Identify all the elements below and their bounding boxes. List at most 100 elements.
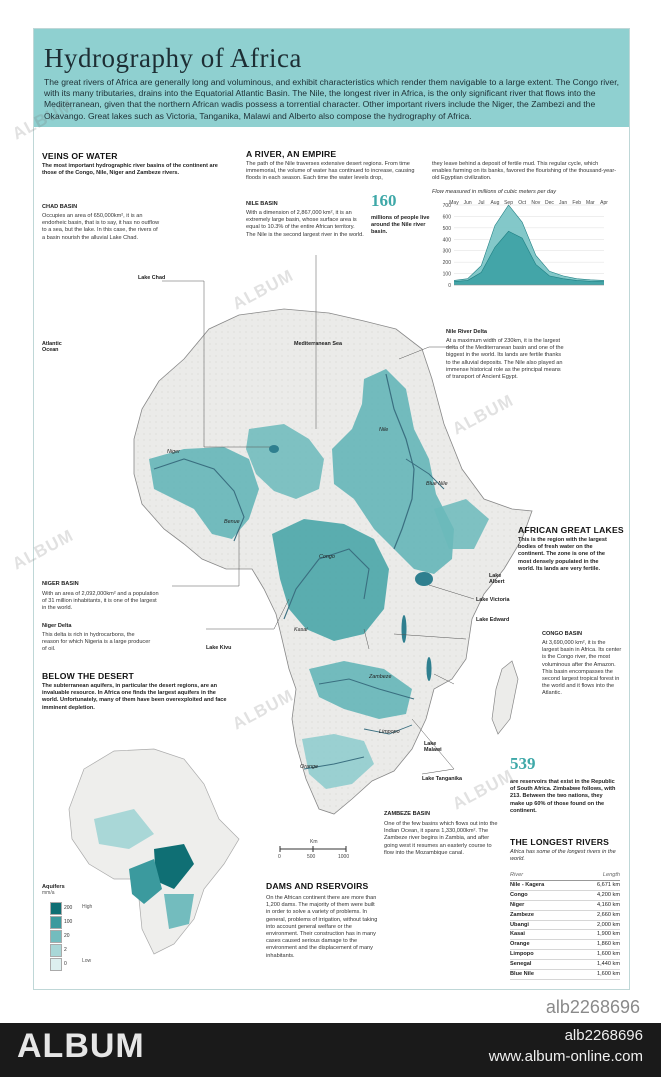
chart-x-tick: Jun: [464, 200, 472, 206]
congo-text: At 3,690,000 km², it is the largest basi…: [542, 640, 622, 697]
intro-text: The great rivers of Africa are generally…: [44, 77, 619, 121]
table-row: Zambeze 2,660 km: [510, 911, 620, 921]
table-header: River Length: [510, 871, 620, 881]
chad-heading: CHAD BASIN: [42, 204, 78, 210]
chart-y-tick: 200: [443, 260, 452, 266]
scale-tick-0: 0: [278, 854, 281, 859]
label-kasai-river: Kasai: [294, 627, 308, 633]
chart-y-tick: 500: [443, 226, 452, 232]
desert-text: The subterranean aquifers, in particular…: [42, 683, 227, 711]
table-row: Kasai 1,900 km: [510, 930, 620, 941]
table-row: Nile - Kagera 6,671 km: [510, 881, 620, 891]
nile-heading: NILE BASIN: [246, 201, 278, 207]
river-name: Ubangi: [510, 921, 529, 928]
africa-main-map: [133, 255, 533, 815]
label-mediterranean: Mediterranean Sea: [294, 341, 342, 347]
label-lake-kivu: Lake Kivu: [206, 645, 232, 651]
nile-text: With a dimension of 2,867,000 km², it is…: [246, 210, 364, 238]
chart-x-tick: Apr: [600, 200, 608, 206]
scale-bar: Km 0 500 1000: [278, 839, 349, 859]
legend-tick: 2: [64, 947, 67, 953]
river-name: Congo: [510, 891, 528, 898]
river-name: Orange: [510, 941, 530, 948]
blue-nile-river: [405, 458, 445, 490]
chad-text: Occupies an area of 650,000km², it is an…: [42, 213, 160, 241]
river-length: 1,600 km: [596, 971, 620, 978]
legend-swatch: 200: [50, 902, 72, 915]
river-length: 1,600 km: [596, 951, 620, 958]
label-atlantic: Atlantic Ocean: [42, 341, 62, 353]
chart-x-tick: Mar: [586, 200, 595, 206]
scale-unit: Km: [310, 839, 318, 845]
river-length: 1,440 km: [596, 961, 620, 968]
river-length: 2,000 km: [596, 921, 620, 928]
page-title: Hydrography of Africa: [44, 43, 302, 73]
lake-tanganika: [401, 615, 407, 643]
legend-unit: mm/a: [42, 890, 55, 896]
label-lake-tanganika: Lake Tanganika: [422, 776, 463, 782]
zambeze-river: [318, 678, 415, 700]
table-row: Blue Nile 1,600 km: [510, 970, 620, 980]
infographic-poster: Hydrography of Africa The great rivers o…: [33, 28, 630, 990]
header-band: Hydrography of Africa The great rivers o…: [34, 29, 629, 127]
orange-river: [303, 756, 365, 770]
label-lake-victoria: Lake Victoria: [476, 597, 510, 603]
legend-tick: 0: [64, 961, 67, 967]
river-length: 4,160 km: [596, 901, 620, 908]
river-name: Zambeze: [510, 911, 534, 918]
nigerdelta-heading: Niger Delta: [42, 623, 72, 629]
river-length: 4,200 km: [596, 891, 620, 898]
river-length: 1,860 km: [596, 941, 620, 948]
madagascar: [491, 660, 519, 735]
chart-x-tick: Sep: [504, 200, 513, 206]
label-congo-river: Congo: [319, 554, 335, 560]
zambeze-basin: [309, 661, 412, 719]
river-name: Blue Nile: [510, 971, 534, 978]
congo-heading: CONGO BASIN: [542, 631, 583, 637]
label-lake-edward: Lake Edward: [476, 617, 510, 623]
desert-heading: BELOW THE DESERT: [42, 671, 135, 681]
chad-basin: [246, 424, 324, 499]
label-lake-chad: Lake Chad: [138, 275, 166, 281]
veins-heading: VEINS OF WATER: [42, 151, 118, 161]
empire-heading: A RIVER, AN EMPIRE: [246, 149, 337, 159]
lakes-text: This is the region with the largest bodi…: [518, 537, 607, 572]
empire-text-1: The path of the Nile traverses extensive…: [246, 161, 415, 182]
delta-text: At a maximum width of 230km, it is the l…: [446, 338, 564, 381]
stat-160-number: 160: [371, 191, 397, 210]
niger-basin: [149, 447, 259, 539]
col-length-header: Length: [602, 872, 620, 878]
dams-text: On the African continent there are more …: [266, 895, 378, 959]
delta-heading: Nile River Delta: [446, 329, 488, 335]
chart-x-tick: Aug: [490, 200, 499, 206]
table-row: Limpopo 1,600 km: [510, 950, 620, 961]
footer-site-link[interactable]: www.album-online.com: [488, 1048, 643, 1065]
inset-aquifer-high: [154, 844, 194, 889]
river-length: 6,671 km: [596, 881, 620, 888]
chart-x-tick: Jul: [478, 200, 484, 206]
nile-river: [385, 373, 415, 550]
brand-logo: ALBUM: [17, 1027, 145, 1065]
legend-low: Low: [82, 958, 92, 964]
veins-sub: The most important hydrographic river ba…: [42, 163, 218, 177]
inset-aquifer-low: [164, 894, 194, 929]
stat-160-text: millions of people live around the Nile …: [371, 215, 430, 236]
label-nile-river: Nile: [379, 427, 389, 433]
label-lake-malawi: Lake Malawi: [424, 741, 442, 753]
legend-swatch: 2: [50, 944, 67, 957]
chart-y-tick: 0: [448, 283, 451, 289]
label-benue-river: Benue: [224, 519, 240, 525]
legend-high: High: [82, 904, 93, 910]
chart-x-tick: Feb: [572, 200, 581, 206]
legend-swatches: 200 100 20 2 0: [50, 902, 72, 972]
label-niger-river: Niger: [167, 449, 180, 455]
river-name: Limpopo: [510, 951, 534, 958]
label-zambeze-river: Zambeze: [369, 674, 392, 680]
orange-basin: [302, 734, 374, 789]
label-orange-river: Orange: [300, 764, 318, 770]
inset-landmass: [68, 748, 240, 955]
lake-malawi: [426, 657, 432, 681]
chart-x-tick: Jan: [559, 200, 567, 206]
chart-y-tick: 400: [443, 237, 452, 243]
river-name: Nile - Kagera: [510, 881, 545, 888]
